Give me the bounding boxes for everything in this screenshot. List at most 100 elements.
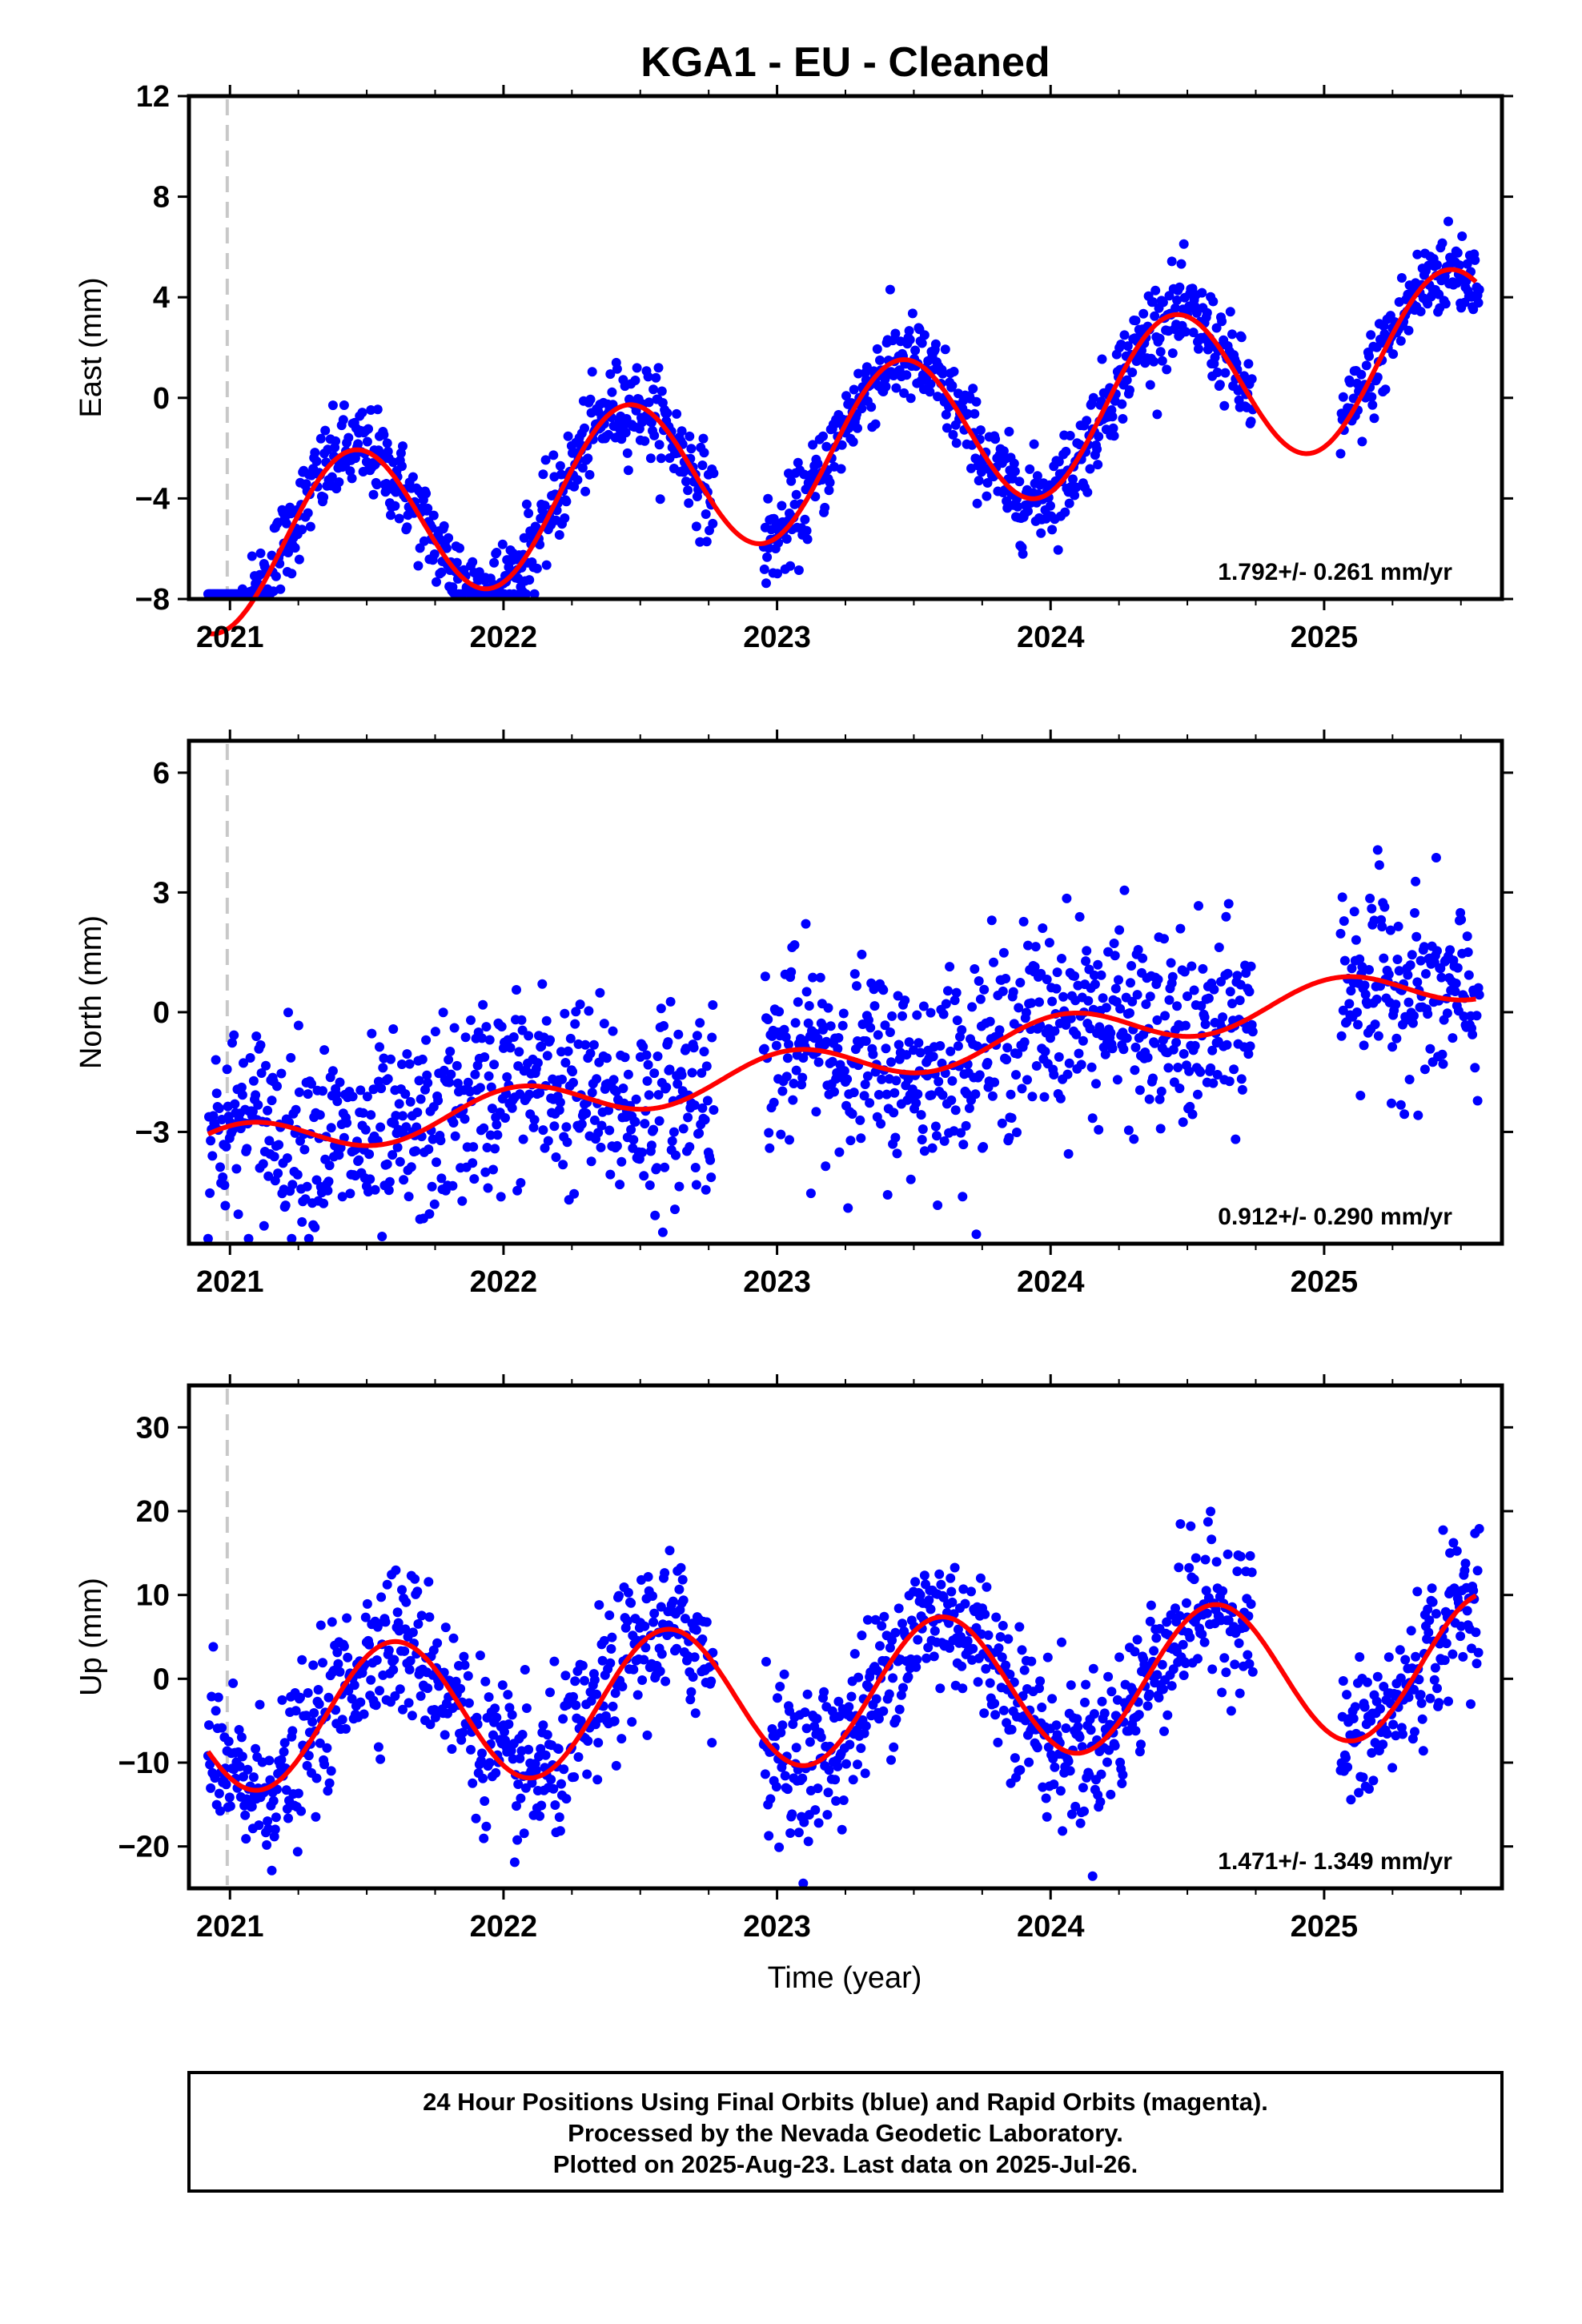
data-point	[1338, 1676, 1348, 1686]
data-point	[327, 1066, 338, 1076]
data-point	[1406, 1626, 1416, 1636]
data-point	[236, 1082, 247, 1092]
data-point	[280, 1200, 291, 1211]
data-point	[1168, 1664, 1178, 1675]
data-point	[401, 1122, 412, 1132]
data-point	[432, 1157, 441, 1168]
data-point	[860, 1080, 870, 1089]
data-point	[308, 1660, 319, 1671]
data-point	[294, 1087, 304, 1097]
data-point	[235, 1761, 245, 1771]
data-point	[935, 1041, 946, 1051]
data-point	[1385, 925, 1395, 935]
data-point	[1411, 876, 1421, 887]
data-point	[597, 1655, 608, 1666]
data-point	[592, 1775, 603, 1785]
data-point	[480, 1676, 491, 1687]
data-point	[891, 1076, 901, 1086]
data-point	[875, 355, 885, 365]
data-point	[1162, 1617, 1172, 1627]
data-point	[926, 1604, 936, 1614]
x-tick-label: 2022	[470, 1265, 538, 1299]
data-point	[1411, 1651, 1421, 1662]
data-point	[520, 1665, 530, 1675]
data-point	[684, 498, 694, 509]
data-point	[251, 1031, 262, 1041]
data-point	[521, 1703, 532, 1713]
data-point	[946, 1573, 956, 1583]
data-point	[558, 1160, 568, 1170]
data-point	[1202, 308, 1212, 318]
data-point	[1062, 893, 1072, 903]
data-point	[1047, 996, 1058, 1007]
data-point	[677, 1574, 688, 1585]
data-point	[1078, 1035, 1088, 1046]
data-point	[413, 561, 424, 571]
data-point	[451, 1676, 461, 1687]
data-point	[382, 1159, 392, 1169]
data-point	[492, 1120, 502, 1130]
data-point	[450, 1131, 460, 1141]
data-point	[405, 1655, 416, 1666]
data-point	[1464, 970, 1474, 980]
data-point	[935, 1683, 946, 1694]
data-point	[215, 1162, 225, 1172]
footer-box	[187, 2071, 1504, 2193]
data-point	[1336, 1031, 1347, 1041]
data-point	[898, 1683, 908, 1693]
data-point	[801, 525, 812, 536]
data-point	[516, 1015, 527, 1025]
data-point	[434, 1681, 444, 1691]
data-point	[910, 345, 921, 356]
data-point	[1419, 1064, 1430, 1075]
data-point	[904, 1037, 914, 1047]
data-point	[1154, 1692, 1164, 1703]
data-point	[449, 1023, 460, 1033]
data-point	[1246, 961, 1256, 971]
data-point	[1066, 1680, 1076, 1691]
data-point	[777, 1720, 788, 1731]
data-point	[593, 1738, 604, 1748]
data-point	[1350, 1702, 1360, 1712]
data-point	[1223, 968, 1233, 979]
data-point	[870, 419, 881, 429]
data-point	[1088, 1663, 1098, 1674]
data-point	[686, 1687, 697, 1697]
data-point	[1145, 380, 1155, 390]
data-point	[979, 1708, 990, 1719]
data-point	[1063, 1756, 1074, 1767]
data-point	[484, 1035, 495, 1045]
data-point	[1166, 256, 1177, 267]
data-point	[557, 1074, 567, 1084]
data-point	[986, 915, 997, 926]
data-point	[1004, 1132, 1014, 1143]
data-point	[1474, 284, 1484, 295]
data-point	[309, 1708, 319, 1718]
y-tick-label: 30	[136, 1411, 170, 1445]
data-point	[550, 1800, 560, 1810]
data-point	[529, 589, 540, 599]
data-point	[990, 1077, 1000, 1088]
data-point	[424, 1612, 435, 1622]
data-point	[408, 1627, 418, 1638]
data-point	[1227, 999, 1237, 1009]
data-point	[899, 388, 909, 398]
data-point	[1432, 259, 1442, 270]
data-point	[427, 1181, 437, 1192]
data-point	[653, 363, 664, 373]
data-point	[892, 1148, 902, 1159]
data-point	[1109, 431, 1119, 441]
data-point	[358, 1108, 368, 1118]
data-point	[1427, 1597, 1438, 1607]
data-point	[377, 1232, 387, 1241]
data-point	[694, 1128, 705, 1139]
data-point	[441, 543, 452, 553]
data-point	[1358, 1772, 1368, 1783]
data-point	[824, 485, 834, 496]
data-point	[343, 432, 354, 443]
data-point	[762, 552, 773, 562]
data-point	[938, 368, 948, 379]
data-point	[251, 1743, 261, 1754]
data-point	[339, 1641, 349, 1651]
data-point	[208, 1111, 219, 1121]
